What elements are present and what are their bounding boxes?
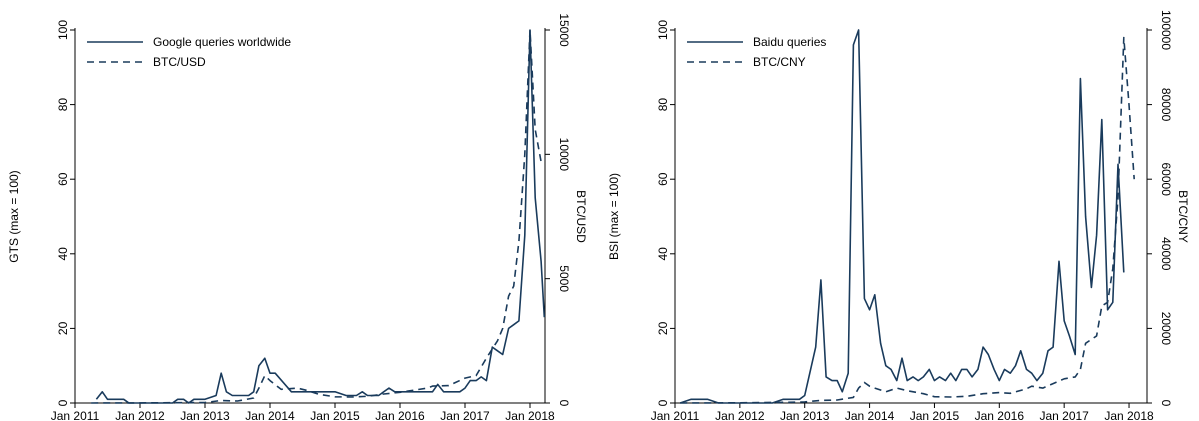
y2-axis-title: BTC/USD (574, 190, 588, 243)
y-tick-label: 0 (656, 399, 670, 406)
x-tick-label: Jan 2017 (1039, 409, 1089, 421)
legend-box (80, 31, 287, 75)
x-tick-label: Jan 2018 (1104, 409, 1154, 421)
chart-panel-1: 0 20 40 60 80 100 0 5000 10000 15000 Jan 2011 Jan 2… (7, 13, 588, 421)
y2-axis-title: BTC/CNY (1176, 190, 1190, 243)
y2-tick-label: 0 (1159, 400, 1173, 407)
series-line-2 (91, 29, 545, 404)
legend-label: BTC/USD (153, 55, 206, 69)
legend-label: Google queries worldwide (153, 35, 291, 49)
x-tick-label: Jan 2015 (310, 409, 360, 421)
y2-tick-label: 10000 (557, 138, 571, 172)
y-axis-title: BSI (max = 100) (607, 173, 621, 260)
series-line-2 (680, 36, 1135, 404)
x-tick-label: Jan 2011 (51, 409, 100, 421)
y-tick-label: 20 (656, 321, 670, 335)
y2-tick-label: 60000 (1159, 163, 1173, 197)
x-tick-label: Jan 2014 (845, 409, 895, 421)
x-tick-label: Jan 2017 (440, 409, 490, 421)
x-tick-label: Jan 2014 (245, 409, 295, 421)
y-tick-label: 60 (656, 172, 670, 186)
y2-tick-label: 100000 (1159, 10, 1173, 50)
legend-label: Baidu queries (753, 35, 826, 49)
legend-box (680, 31, 822, 75)
y2-tick-label: 20000 (1159, 312, 1173, 346)
y-tick-label: 60 (56, 172, 70, 186)
y-tick-label: 20 (56, 321, 70, 335)
x-tick-label: Jan 2011 (651, 409, 700, 421)
x-tick-label: Jan 2018 (505, 409, 555, 421)
legend: Google queries worldwide BTC/USD (80, 31, 291, 75)
y-tick-label: 80 (56, 98, 70, 112)
x-tick-label: Jan 2015 (910, 409, 960, 421)
y-tick-label: 40 (56, 247, 70, 261)
y2-tick-label: 80000 (1159, 88, 1173, 122)
y-tick-label: 0 (56, 399, 70, 406)
x-tick-label: Jan 2016 (975, 409, 1025, 421)
y-axis-title: GTS (max = 100) (7, 170, 21, 262)
chart-panel-2: 0 20 40 60 80 100 0 20000 40000 60000 80000 100000 J… (607, 10, 1190, 421)
x-tick-label: Jan 2012 (715, 409, 765, 421)
y-tick-label: 100 (656, 20, 670, 40)
x-tick-label: Jan 2012 (115, 409, 165, 421)
legend: Baidu queries BTC/CNY (680, 31, 826, 75)
y2-tick-label: 0 (557, 400, 571, 407)
legend-label: BTC/CNY (753, 55, 806, 69)
x-tick-label: Jan 2016 (375, 409, 425, 421)
y2-tick-label: 15000 (557, 13, 571, 47)
series-line-1 (95, 29, 546, 404)
y-tick-label: 100 (56, 20, 70, 40)
y2-tick-label: 40000 (1159, 237, 1173, 271)
x-tick-label: Jan 2013 (180, 409, 230, 421)
series-line-1 (679, 29, 1125, 404)
y-tick-label: 80 (656, 98, 670, 112)
y2-tick-label: 5000 (557, 265, 571, 292)
y-tick-label: 40 (656, 247, 670, 261)
x-tick-label: Jan 2013 (780, 409, 830, 421)
